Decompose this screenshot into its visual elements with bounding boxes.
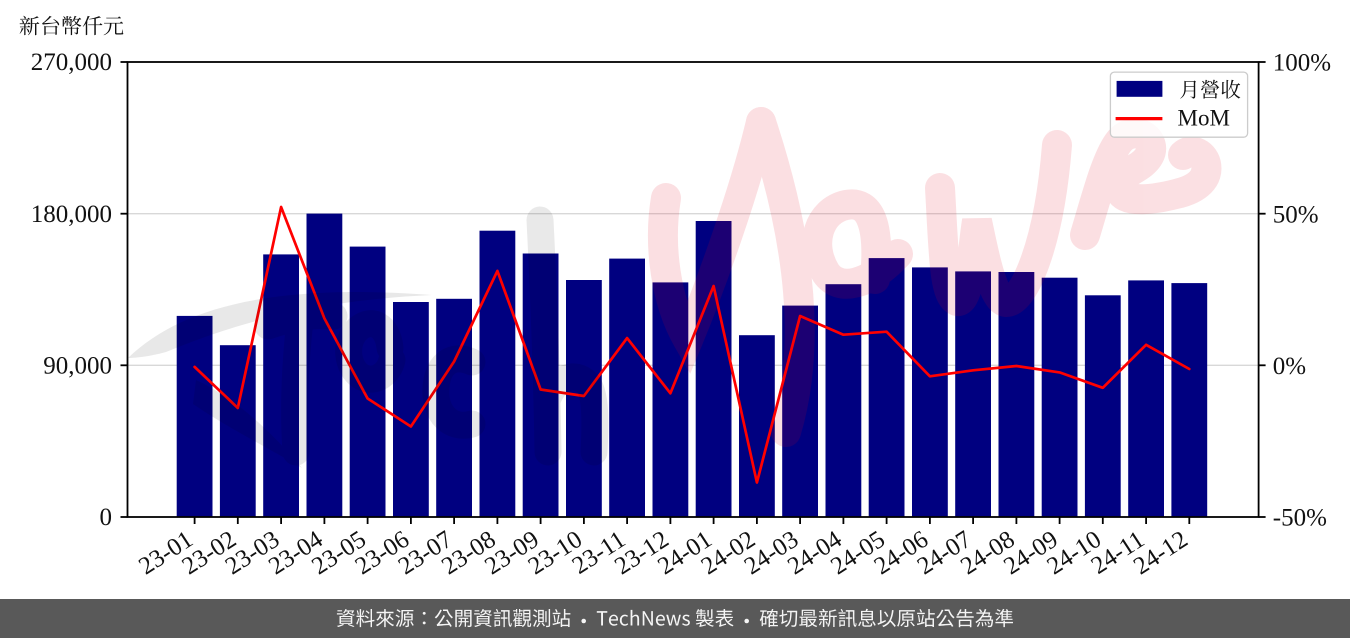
svg-text:180,000: 180,000 [31, 201, 112, 228]
svg-text:100%: 100% [1273, 50, 1331, 77]
svg-text:0: 0 [100, 504, 113, 531]
svg-text:MoM: MoM [1178, 106, 1230, 131]
svg-text:0%: 0% [1273, 353, 1306, 380]
svg-text:90,000: 90,000 [43, 353, 112, 380]
svg-text:50%: 50% [1273, 201, 1319, 228]
svg-text:-50%: -50% [1273, 505, 1327, 532]
svg-text:270,000: 270,000 [31, 49, 112, 76]
